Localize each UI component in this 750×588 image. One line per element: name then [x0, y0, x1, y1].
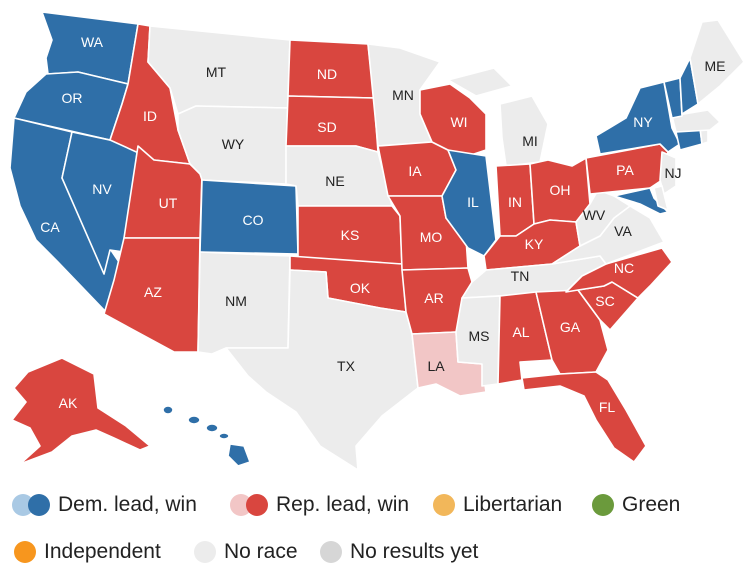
state-label-az: AZ [144, 284, 162, 300]
state-vt[interactable] [663, 77, 683, 119]
state-label-la: LA [427, 358, 445, 374]
state-label-co: CO [243, 212, 264, 228]
state-label-va: VA [614, 223, 632, 239]
state-label-il: IL [467, 194, 479, 210]
state-tx[interactable] [225, 269, 419, 471]
state-label-mn: MN [392, 87, 414, 103]
state-label-wa: WA [81, 34, 104, 50]
state-label-ga: GA [560, 319, 581, 335]
state-de[interactable] [653, 185, 669, 211]
state-il[interactable] [441, 149, 497, 257]
state-label-sd: SD [317, 119, 336, 135]
state-nj[interactable] [659, 151, 677, 195]
state-label-nd: ND [317, 66, 337, 82]
state-label-ny: NY [633, 114, 653, 130]
state-label-nj: NJ [664, 165, 681, 181]
state-md[interactable] [613, 187, 669, 215]
state-label-al: AL [512, 324, 529, 340]
state-label-fl: FL [599, 399, 616, 415]
state-label-ut: UT [159, 195, 178, 211]
state-fl[interactable] [521, 371, 647, 463]
state-label-or: OR [62, 90, 83, 106]
state-label-mo: MO [420, 229, 443, 245]
state-label-ca: CA [40, 219, 60, 235]
state-nc[interactable] [565, 247, 673, 299]
state-label-nm: NM [225, 293, 247, 309]
state-me[interactable] [689, 19, 745, 105]
state-label-id: ID [143, 108, 157, 124]
state-ak[interactable] [11, 357, 151, 465]
state-label-ks: KS [341, 227, 360, 243]
state-label-sc: SC [595, 293, 614, 309]
state-label-pa: PA [616, 162, 634, 178]
state-wv[interactable] [575, 189, 631, 247]
state-label-ak: AK [59, 395, 78, 411]
state-label-wi: WI [450, 114, 467, 130]
state-label-mi: MI [522, 133, 538, 149]
state-label-in: IN [508, 194, 522, 210]
state-label-nv: NV [92, 181, 112, 197]
state-label-ne: NE [325, 173, 344, 189]
state-label-ok: OK [350, 280, 371, 296]
state-label-me: ME [705, 58, 726, 74]
state-label-oh: OH [550, 182, 571, 198]
state-label-tn: TN [511, 268, 530, 284]
state-hi[interactable] [162, 405, 251, 467]
state-label-mt: MT [206, 64, 227, 80]
state-label-ms: MS [469, 328, 490, 344]
state-label-ky: KY [525, 236, 544, 252]
state-label-wv: WV [583, 207, 606, 223]
state-label-ar: AR [424, 290, 443, 306]
state-label-ia: IA [408, 163, 422, 179]
state-ny[interactable] [595, 81, 681, 155]
state-label-wy: WY [222, 136, 245, 152]
state-label-tx: TX [337, 358, 356, 374]
state-label-nc: NC [614, 260, 634, 276]
state-ma[interactable] [671, 109, 721, 133]
